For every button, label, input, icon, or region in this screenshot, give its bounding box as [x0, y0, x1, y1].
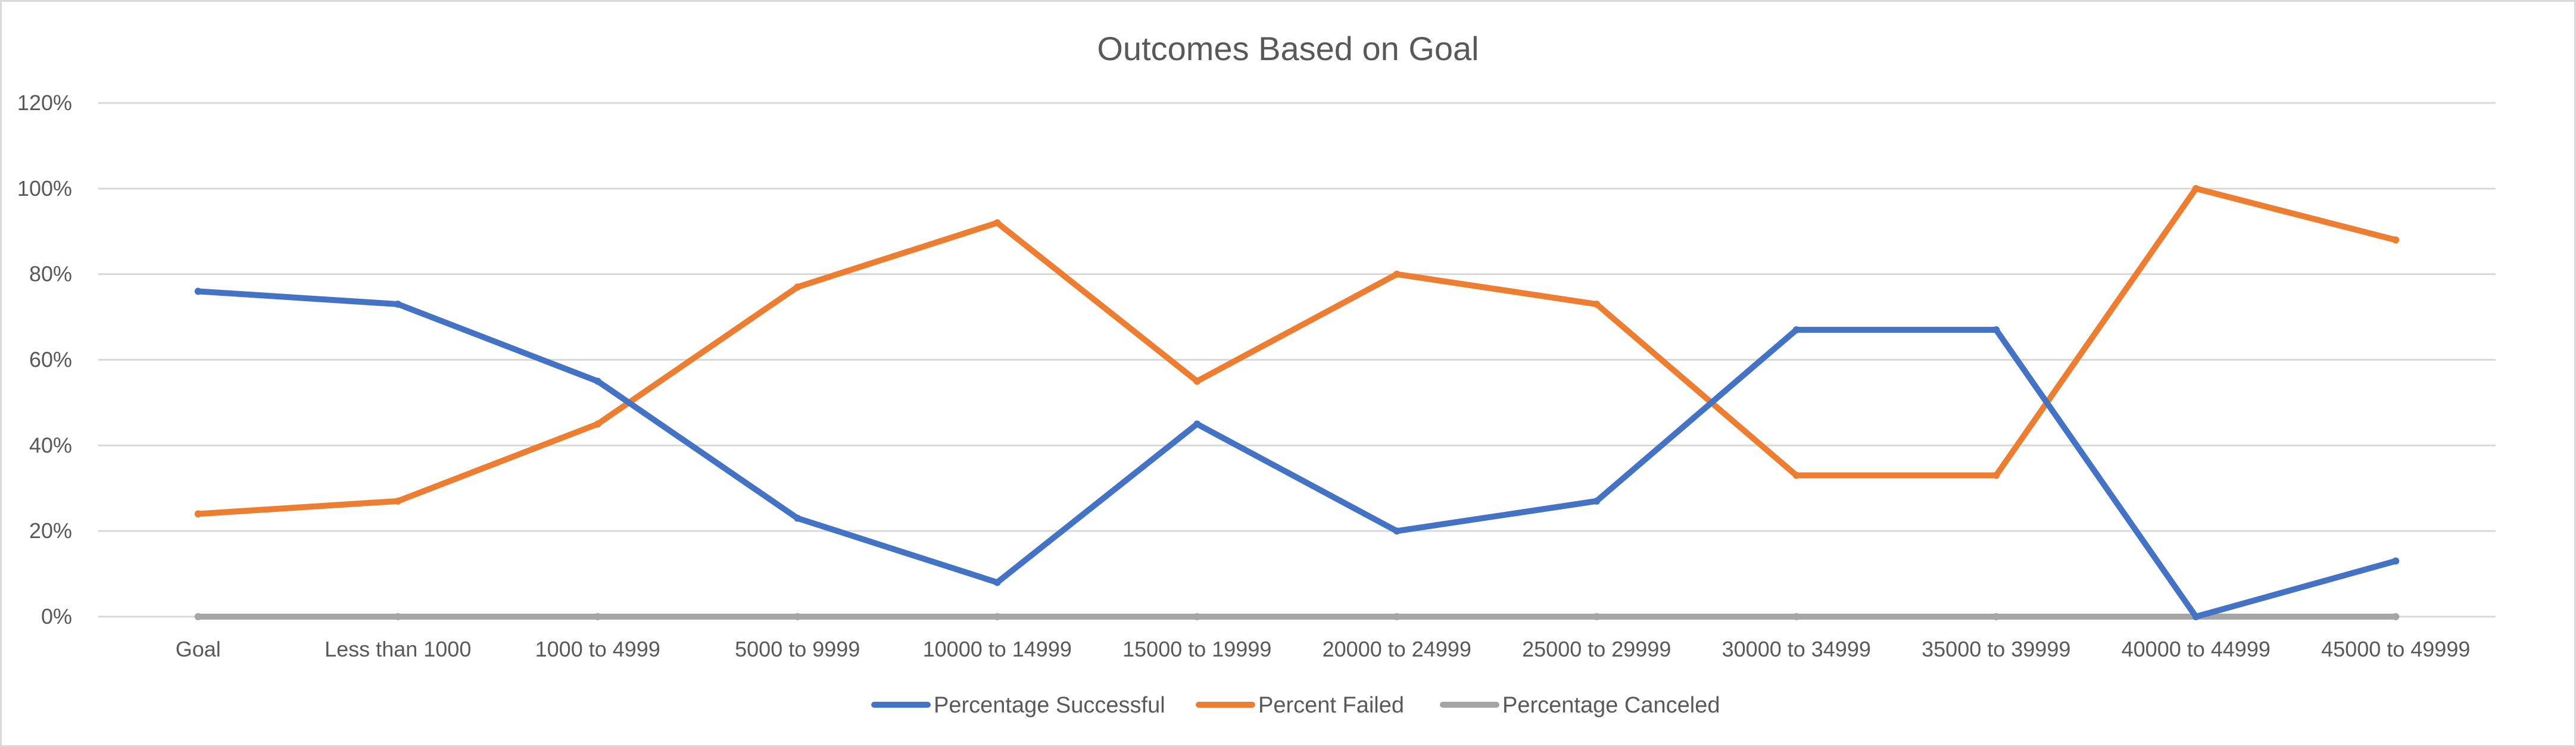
- data-point-percentage-successful: [1393, 527, 1401, 535]
- legend-item-percent-failed: Percent Failed: [1196, 693, 1404, 718]
- x-tick-label: 20000 to 24999: [1323, 637, 1471, 661]
- data-point-percentage-successful: [1593, 497, 1601, 505]
- legend-item-percentage-successful: Percentage Successful: [871, 693, 1165, 718]
- x-tick-label: 15000 to 19999: [1122, 637, 1271, 661]
- x-tick-label: Goal: [176, 637, 221, 661]
- data-point-percentage-canceled: [394, 613, 402, 620]
- data-point-percentage-canceled: [1792, 613, 1800, 620]
- y-tick-label: 100%: [17, 176, 72, 201]
- data-point-percentage-canceled: [1193, 613, 1201, 620]
- data-point-percentage-successful: [1992, 326, 2000, 334]
- y-tick-label: 60%: [29, 348, 72, 372]
- data-point-percent-failed: [394, 497, 402, 505]
- x-tick-label: Less than 1000: [325, 637, 471, 661]
- data-point-percentage-successful: [794, 514, 802, 522]
- x-tick-label: 1000 to 4999: [535, 637, 660, 661]
- data-point-percentage-canceled: [1992, 613, 2000, 620]
- data-point-percent-failed: [794, 283, 802, 291]
- data-point-percentage-successful: [394, 301, 402, 308]
- data-point-percent-failed: [1193, 377, 1201, 385]
- x-tick-label: 25000 to 29999: [1522, 637, 1671, 661]
- y-tick-label: 0%: [41, 604, 72, 629]
- x-tick-label: 40000 to 44999: [2122, 637, 2271, 661]
- x-tick-label: 5000 to 9999: [735, 637, 860, 661]
- data-point-percentage-successful: [2192, 613, 2200, 620]
- series-lines: [194, 185, 2400, 620]
- data-point-percentage-successful: [993, 579, 1001, 586]
- x-tick-label: 35000 to 39999: [1922, 637, 2070, 661]
- data-point-percentage-canceled: [194, 613, 202, 620]
- data-point-percent-failed: [1593, 301, 1601, 308]
- series-line-percent-failed: [195, 185, 2399, 517]
- data-point-percentage-successful: [194, 287, 202, 295]
- data-point-percent-failed: [993, 219, 1001, 227]
- data-point-percentage-successful: [1193, 420, 1201, 428]
- data-point-percentage-successful: [2392, 557, 2400, 565]
- legend-label: Percentage Canceled: [1502, 693, 1720, 718]
- y-tick-label: 120%: [17, 90, 72, 115]
- data-point-percent-failed: [194, 510, 202, 518]
- data-point-percentage-canceled: [2392, 613, 2400, 620]
- data-point-percent-failed: [2192, 185, 2200, 192]
- y-tick-label: 20%: [29, 518, 72, 543]
- data-point-percentage-canceled: [1593, 613, 1601, 620]
- legend: Percentage Successful Percent Failed Perce…: [871, 693, 1720, 718]
- x-tick-label: 30000 to 34999: [1722, 637, 1871, 661]
- x-tick-label: 10000 to 14999: [923, 637, 1072, 661]
- legend-item-percentage-canceled: Percentage Canceled: [1440, 693, 1720, 718]
- data-point-percentage-canceled: [794, 613, 802, 620]
- x-axis-ticks: Goal Less than 1000 1000 to 4999 5000 to 99…: [176, 637, 2471, 661]
- data-point-percent-failed: [1792, 471, 1800, 479]
- chart-title: Outcomes Based on Goal: [1097, 30, 1479, 67]
- data-point-percent-failed: [2392, 236, 2400, 244]
- series-line-percentage-successful: [195, 288, 2399, 620]
- y-tick-label: 80%: [29, 262, 72, 286]
- data-point-percentage-successful: [1792, 326, 1800, 334]
- data-point-percent-failed: [594, 420, 601, 428]
- x-tick-label: 45000 to 49999: [2321, 637, 2470, 661]
- data-point-percentage-canceled: [1393, 613, 1401, 620]
- y-axis-ticks: 0% 20% 40% 60% 80% 100% 120%: [17, 90, 72, 629]
- y-tick-label: 40%: [29, 433, 72, 457]
- gridlines: [98, 102, 2496, 618]
- data-point-percentage-canceled: [594, 613, 601, 620]
- data-point-percent-failed: [1393, 270, 1401, 278]
- legend-label: Percentage Successful: [934, 693, 1165, 718]
- data-point-percent-failed: [1992, 471, 2000, 479]
- data-point-percentage-canceled: [993, 613, 1001, 620]
- legend-label: Percent Failed: [1258, 693, 1404, 718]
- data-point-percentage-successful: [594, 377, 601, 385]
